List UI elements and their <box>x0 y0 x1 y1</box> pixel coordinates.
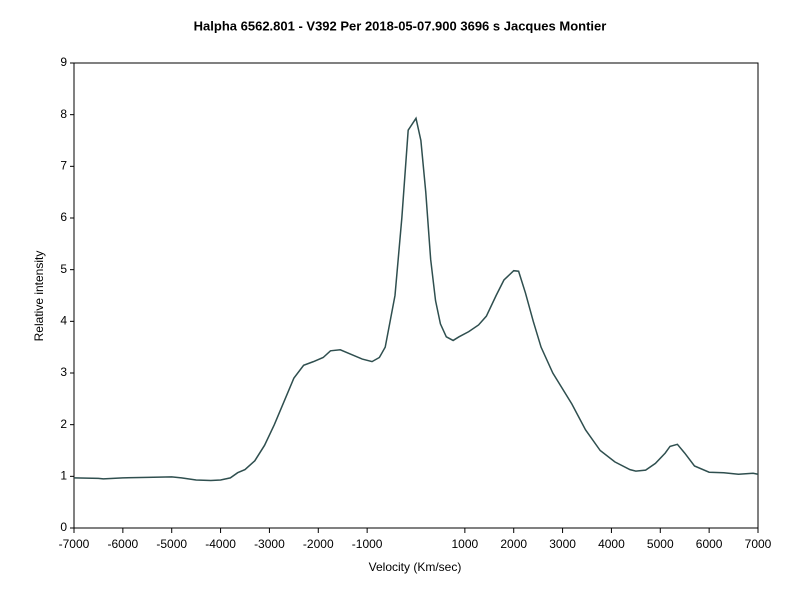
x-tick-label: 6000 <box>696 537 723 551</box>
x-tick-label: -7000 <box>59 537 90 551</box>
y-axis-label: Relative intensity <box>32 251 46 342</box>
x-tick-label: 3000 <box>549 537 576 551</box>
y-tick-label: 6 <box>60 210 67 224</box>
plot-frame <box>73 62 759 529</box>
y-tick-label: 1 <box>60 469 67 483</box>
y-tick-label: 0 <box>60 520 67 534</box>
x-tick-label: -1000 <box>352 537 383 551</box>
y-tick-label: 9 <box>60 55 67 69</box>
x-tick-label: -2000 <box>303 537 334 551</box>
x-tick-label: 5000 <box>647 537 674 551</box>
x-tick-label: -3000 <box>254 537 285 551</box>
x-tick-label: 7000 <box>745 537 772 551</box>
y-tick-label: 5 <box>60 262 67 276</box>
x-tick-label: -6000 <box>108 537 139 551</box>
x-tick-label: 4000 <box>598 537 625 551</box>
x-tick-label: -5000 <box>156 537 187 551</box>
y-tick-label: 3 <box>60 365 67 379</box>
data-line <box>73 116 759 482</box>
x-tick-label: 1000 <box>452 537 479 551</box>
y-tick-label: 7 <box>60 159 67 173</box>
x-axis-label: Velocity (Km/sec) <box>369 560 462 574</box>
chart-title: Halpha 6562.801 - V392 Per 2018-05-07.90… <box>194 18 607 33</box>
x-tick-label: -4000 <box>205 537 236 551</box>
y-tick-label: 8 <box>60 107 67 121</box>
x-tick-label: 2000 <box>500 537 527 551</box>
y-tick-label: 2 <box>60 417 67 431</box>
y-tick-label: 4 <box>60 314 67 328</box>
